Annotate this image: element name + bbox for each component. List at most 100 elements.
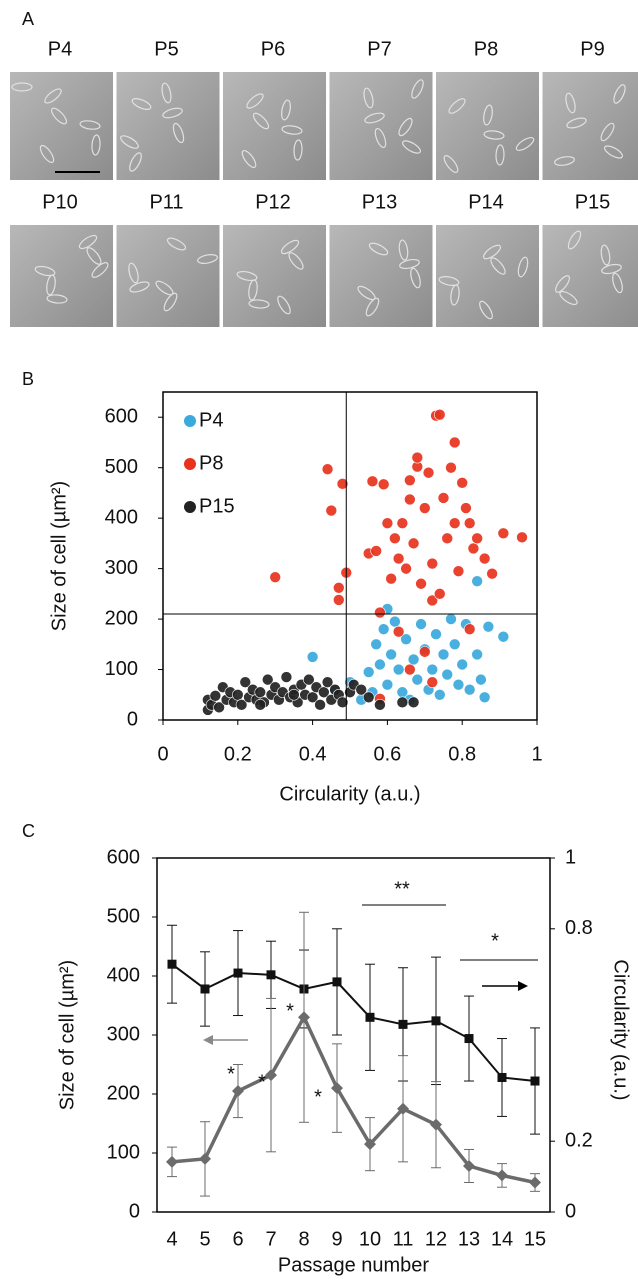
- scatter-point: [381, 517, 394, 530]
- plot-frame: [156, 857, 551, 1213]
- cell-shape: [517, 256, 529, 278]
- scatter-point: [411, 673, 424, 686]
- legend-label: P8: [199, 452, 223, 474]
- scatter-point: [448, 517, 461, 530]
- scatter-point: [303, 673, 315, 686]
- legend-label: P4: [199, 409, 223, 431]
- cell-shape: [281, 99, 291, 121]
- scatter-point: [321, 676, 334, 688]
- scatter-point: [306, 651, 319, 663]
- x-tick-label: 13: [458, 1228, 480, 1250]
- scatter-point: [407, 537, 420, 550]
- scatter-point: [370, 638, 382, 651]
- scatter-point: [418, 502, 431, 514]
- scatter-point: [325, 504, 338, 517]
- image-label: P11: [149, 191, 183, 213]
- cell-shape: [600, 244, 611, 266]
- cell-shape: [357, 285, 376, 301]
- scatter-point: [407, 696, 420, 709]
- scatter-point: [370, 545, 382, 557]
- scatter-point: [471, 532, 483, 545]
- x-axis-title: Passage number: [278, 1254, 430, 1276]
- cell-shape: [411, 79, 424, 99]
- scatter-point: [452, 678, 465, 691]
- scatter-point: [396, 517, 409, 530]
- image-label: P7: [367, 38, 391, 60]
- significance: *: [314, 1086, 322, 1108]
- scatter-point: [366, 475, 379, 488]
- scatter-point: [374, 606, 386, 619]
- marker: [232, 1085, 244, 1098]
- y-tick-label: 100: [105, 658, 138, 680]
- scatter-point: [497, 527, 510, 540]
- cell-shape: [363, 87, 374, 109]
- scatter-point: [404, 663, 416, 676]
- scatter-point: [306, 691, 319, 704]
- cell-shape: [479, 300, 493, 320]
- scatter-point: [400, 633, 412, 646]
- cell-shape: [277, 295, 291, 315]
- y2-tick-label: 0: [565, 1200, 576, 1222]
- cell-shape: [443, 155, 459, 173]
- marker: [497, 1072, 507, 1082]
- cell-shape: [163, 292, 178, 312]
- panel-label: C: [22, 821, 35, 841]
- marker: [529, 1176, 541, 1189]
- panel-label: B: [22, 369, 34, 389]
- scatter-point: [460, 502, 472, 514]
- scatter-point: [467, 542, 480, 555]
- scatter-point: [452, 565, 465, 577]
- y-axis-title: Size of cell (µm²): [48, 481, 70, 631]
- marker: [265, 1069, 277, 1082]
- scatter-point: [426, 663, 439, 676]
- y-tick-label: 400: [107, 964, 140, 986]
- cell-shape: [86, 247, 102, 265]
- x-tick-label: 1: [531, 743, 542, 765]
- scatter-point: [433, 588, 446, 600]
- cell-shape: [39, 144, 55, 164]
- cell-shape: [50, 107, 68, 125]
- cell-shape: [155, 280, 174, 296]
- legend-marker: [184, 415, 196, 427]
- cell-shape: [398, 117, 413, 137]
- scatter-point: [280, 671, 293, 683]
- cell-shape: [280, 239, 300, 255]
- cell-shape: [554, 156, 575, 166]
- image-label: P6: [261, 38, 285, 60]
- scatter-point: [254, 686, 267, 699]
- y-tick-label: 600: [107, 846, 140, 868]
- scatter-point: [362, 691, 375, 704]
- scatter-point: [445, 613, 457, 625]
- cell-shape: [603, 145, 624, 159]
- micrograph: [436, 72, 539, 180]
- cell-shape: [495, 144, 505, 166]
- marker: [431, 1016, 441, 1026]
- series-line: [171, 963, 536, 1083]
- cell-shape: [161, 82, 172, 104]
- scatter-point: [486, 567, 498, 580]
- marker: [167, 959, 177, 969]
- cell-shape: [515, 137, 535, 151]
- y-tick-label: 600: [105, 406, 138, 428]
- scatter-point: [516, 531, 528, 544]
- cell-shape: [613, 84, 626, 104]
- y-tick-label: 200: [107, 1082, 140, 1104]
- cell-shape: [162, 107, 183, 119]
- scatter-point: [422, 466, 435, 479]
- image-label: P8: [474, 38, 498, 60]
- scatter-point: [362, 666, 375, 678]
- cell-shape: [79, 120, 101, 130]
- scatter-point: [355, 683, 368, 696]
- marker: [496, 1169, 508, 1182]
- y2-tick-label: 1: [565, 846, 576, 868]
- significance: *: [491, 930, 499, 952]
- x-tick-label: 9: [331, 1228, 342, 1250]
- cell-shape: [399, 258, 420, 270]
- cell-shape: [129, 281, 150, 293]
- y-tick-label: 100: [107, 1141, 140, 1163]
- cell-shape: [438, 276, 460, 286]
- scatter-point: [411, 451, 424, 464]
- cell-shape: [241, 149, 257, 169]
- x-tick-label: 15: [524, 1228, 546, 1250]
- marker: [364, 1138, 376, 1151]
